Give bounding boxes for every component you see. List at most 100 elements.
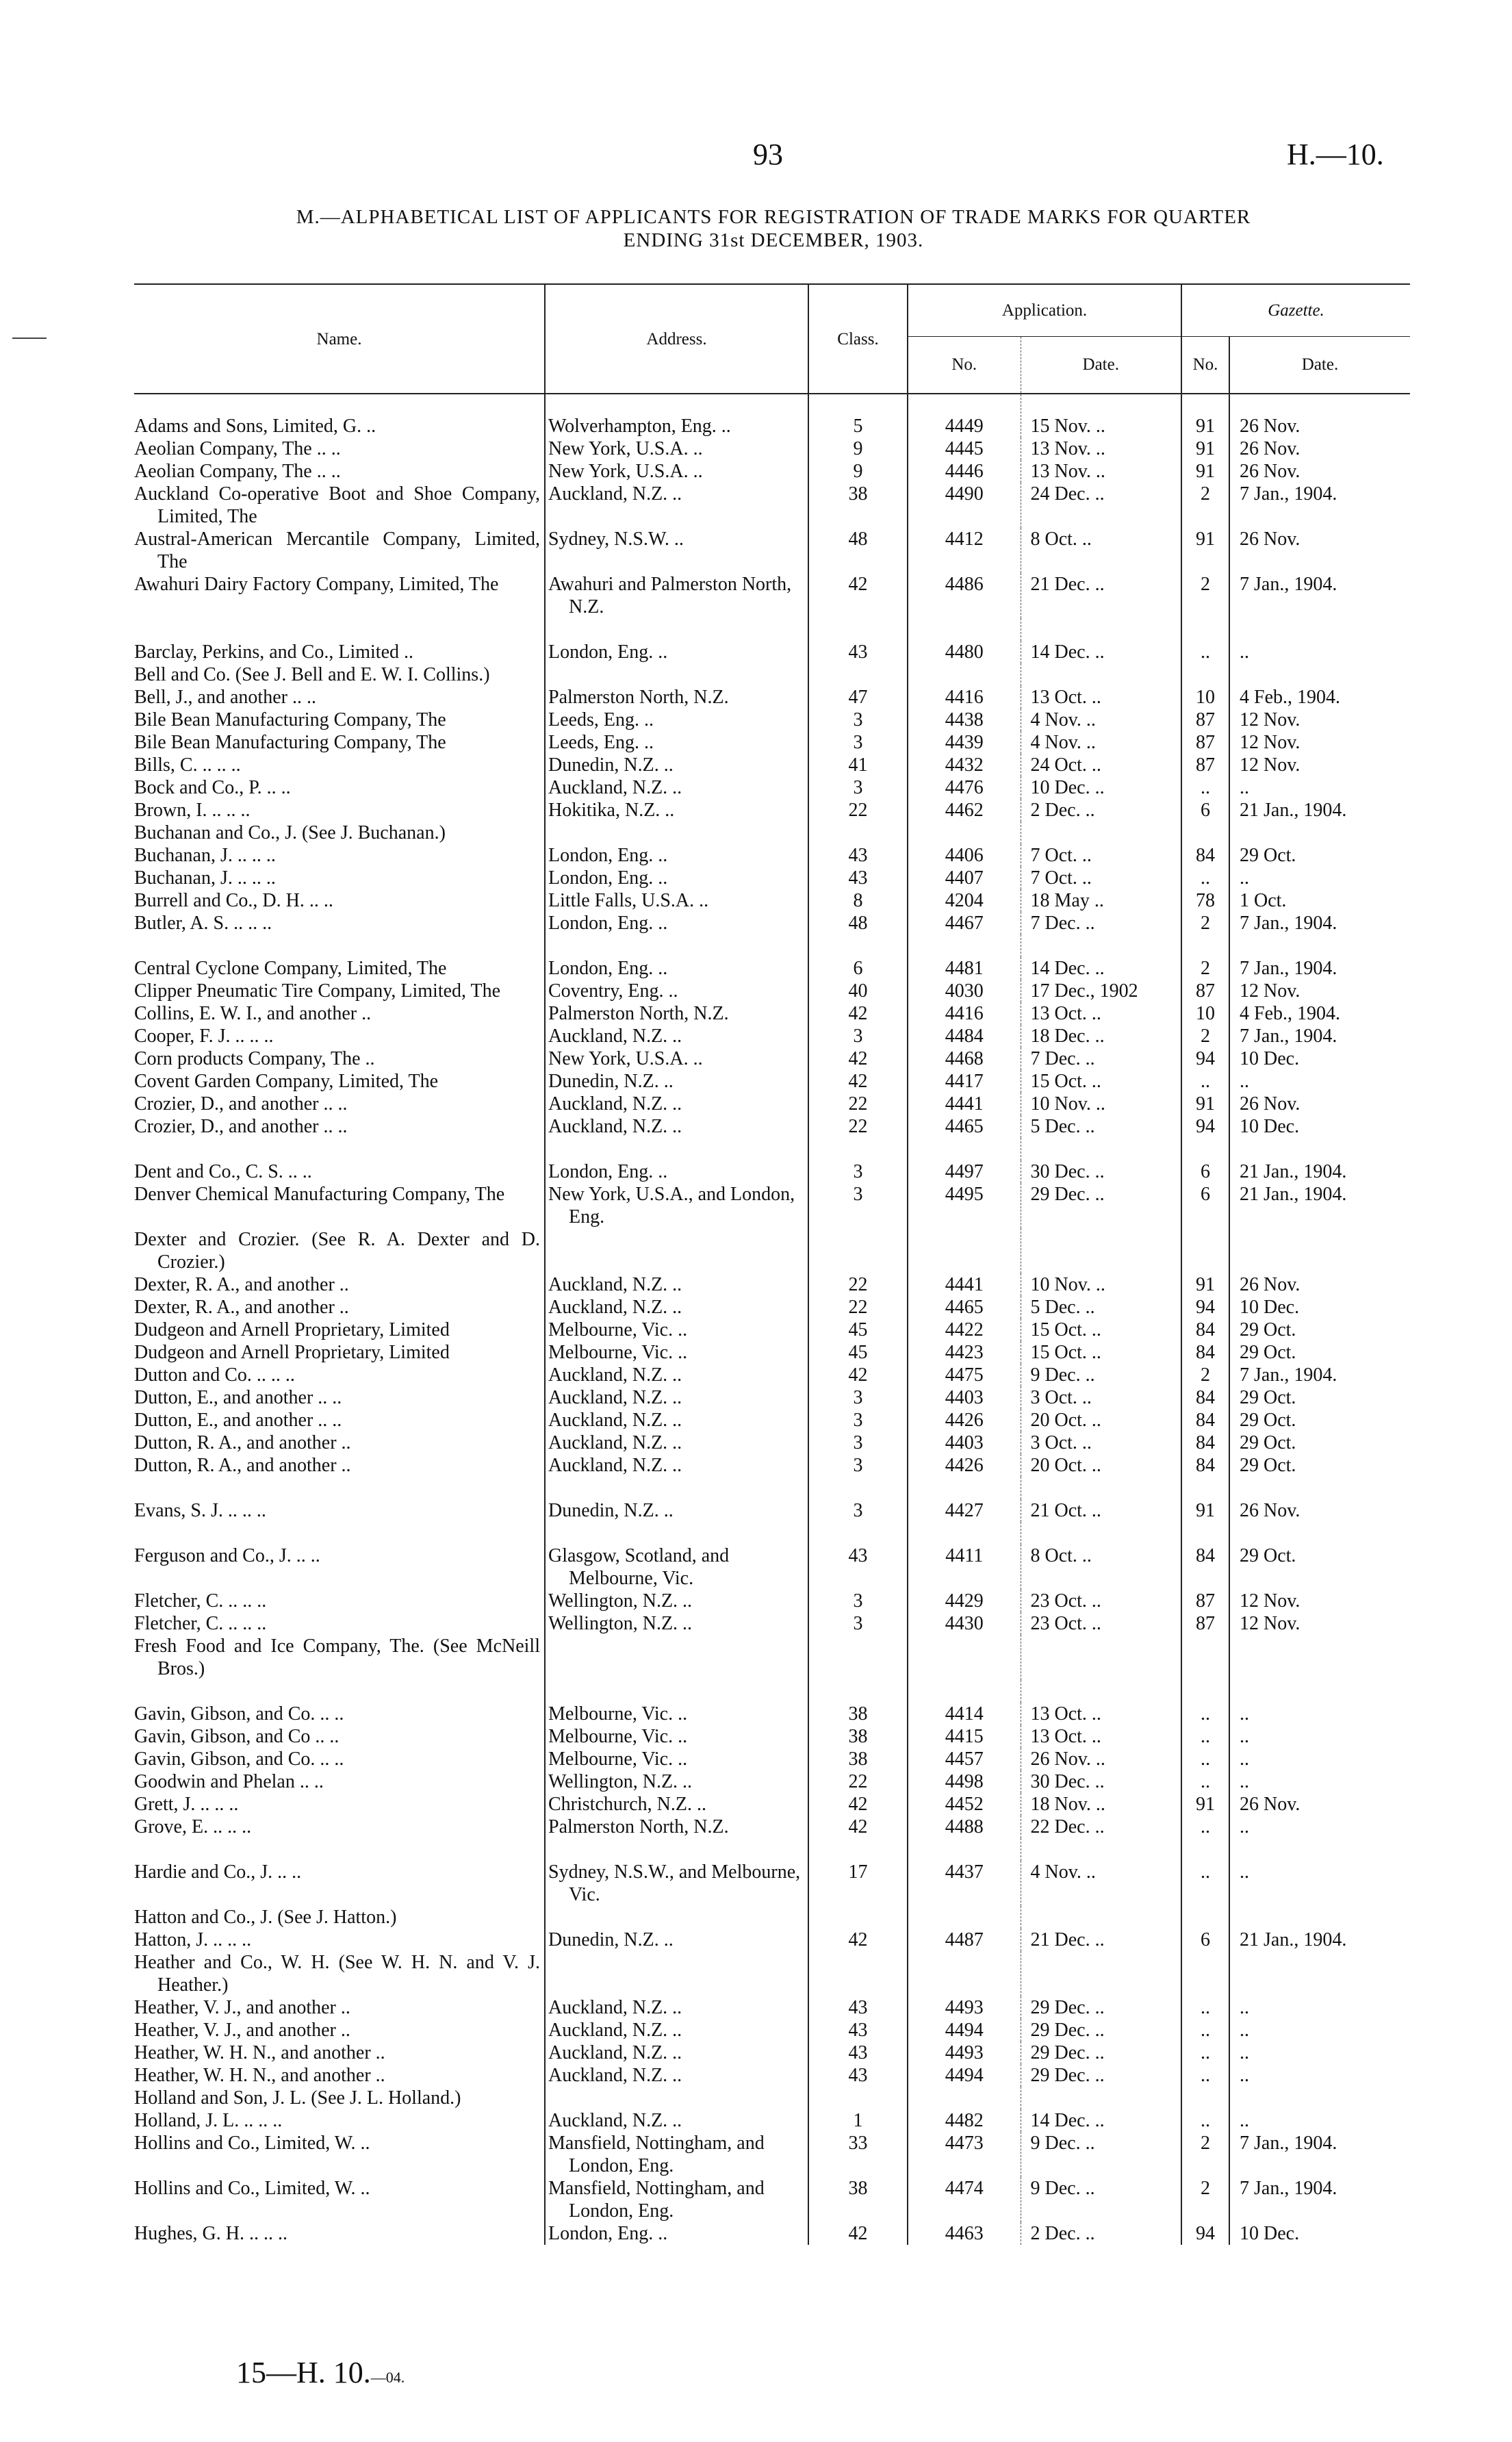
cell-class: 42 [808,2222,908,2245]
spacer-cell [1229,1680,1410,1703]
table-row: Heather, W. H. N., and another .. Aucklan… [134,2064,1410,2087]
cell-gaz-date: .. [1229,1996,1410,2019]
cell-app-date: 3 Oct. .. [1020,1432,1181,1454]
cell-gaz-date [1229,1906,1410,1929]
spacer-cell [907,1138,1021,1160]
cell-app-date: 18 Nov. .. [1020,1793,1181,1816]
cell-app-no: 4416 [907,1002,1021,1025]
title-line-2: ENDING 31st DECEMBER, 1903. [623,229,924,251]
cell-gaz-no: 10 [1181,686,1229,709]
cell-gaz-no: 6 [1181,1929,1229,1951]
cell-app-date: 21 Oct. .. [1020,1499,1181,1522]
cell-address: Wellington, N.Z. .. [544,1770,808,1793]
cell-address: Auckland, N.Z. .. [544,483,808,528]
cell-app-date: 7 Oct. .. [1020,844,1181,867]
cell-gaz-date: .. [1229,867,1410,889]
table-row: Covent Garden Company, Limited, The Duned… [134,1070,1410,1093]
table-row: Grove, E. .. .. .. Palmerston North, N.Z.… [134,1816,1410,1838]
cell-app-date: 18 May .. [1020,889,1181,912]
cell-class: 42 [808,1070,908,1093]
cell-name: Austral-American Mercantile Company, Lim… [134,529,540,572]
spacer-cell [1020,1838,1181,1861]
cell-class: 22 [808,1296,908,1319]
table-row: Heather, W. H. N., and another .. Aucklan… [134,2042,1410,2064]
cell-app-date: 7 Oct. .. [1020,867,1181,889]
cell-address: Auckland, N.Z. .. [544,2064,808,2087]
cell-gaz-no: .. [1181,1748,1229,1770]
spacer-cell [544,1522,808,1544]
applicants-table: Name. Address. Class. Application. Gazet… [134,283,1410,2245]
cell-class: 42 [808,1047,908,1070]
cell-class: 43 [808,2064,908,2087]
cell-gaz-no [1181,1635,1229,1680]
cell-app-date: 4 Nov. .. [1020,731,1181,754]
cell-address: Glasgow, Scotland, and Melbourne, Vic. [544,1544,808,1590]
cell-app-date: 13 Nov. .. [1020,437,1181,460]
cell-class: 3 [808,1409,908,1432]
table-row: Fletcher, C. .. .. .. Wellington, N.Z. ..… [134,1590,1410,1612]
cell-gaz-no [1181,663,1229,686]
cell-gaz-no [1181,822,1229,844]
table-row: Evans, S. J. .. .. .. Dunedin, N.Z. .. 3 44… [134,1499,1410,1522]
cell-name: Bell, J., and another .. .. [134,687,316,708]
cell-name: Grett, J. .. .. .. [134,1794,239,1815]
table-row: Corn products Company, The .. New York, U… [134,1047,1410,1070]
cell-app-date: 23 Oct. .. [1020,1612,1181,1635]
cell-address: New York, U.S.A. .. [544,437,808,460]
cell-gaz-no: 87 [1181,754,1229,776]
cell-name: Gavin, Gibson, and Co. .. .. [134,1748,344,1770]
cell-address: Auckland, N.Z. .. [544,1093,808,1115]
cell-app-no: 4416 [907,686,1021,709]
cell-gaz-no: 10 [1181,1002,1229,1025]
cell-address: Little Falls, U.S.A. .. [544,889,808,912]
cell-class: 3 [808,1183,908,1228]
cell-app-no: 4497 [907,1160,1021,1183]
cell-address [544,2087,808,2109]
table-row: Aeolian Company, The .. .. New York, U.S.… [134,437,1410,460]
cell-class: 42 [808,1002,908,1025]
cell-name: Buchanan and Co., J. (See J. Buchanan.) [134,822,446,843]
cell-class: 9 [808,460,908,483]
spacer-cell [1181,1838,1229,1861]
spacer-cell [808,1477,908,1499]
group-spacer [134,1680,1410,1703]
table-row: Buchanan, J. .. .. .. London, Eng. .. 43 44… [134,867,1410,889]
cell-app-date: 24 Oct. .. [1020,754,1181,776]
cell-name: Hardie and Co., J. .. .. [134,1861,302,1883]
cell-app-date: 5 Dec. .. [1020,1296,1181,1319]
cell-class: 43 [808,1544,908,1590]
cell-address: Dunedin, N.Z. .. [544,1070,808,1093]
cell-address: London, Eng. .. [544,2222,808,2245]
cell-app-no: 4467 [907,912,1021,934]
cell-address: Auckland, N.Z. .. [544,1409,808,1432]
cell-gaz-no: 84 [1181,844,1229,867]
cell-app-date: 23 Oct. .. [1020,1590,1181,1612]
table-row: Burrell and Co., D. H. .. .. Little Falls… [134,889,1410,912]
cell-app-no: 4403 [907,1432,1021,1454]
cell-address: Melbourne, Vic. .. [544,1748,808,1770]
cell-app-no: 4495 [907,1183,1021,1228]
cell-gaz-date: 7 Jan., 1904. [1229,483,1410,528]
cell-app-date [1020,822,1181,844]
table-row: Clipper Pneumatic Tire Company, Limited,… [134,980,1410,1002]
col-app-no-header: No. [907,335,1021,394]
cell-address: Palmerston North, N.Z. [544,1002,808,1025]
cell-name: Heather, V. J., and another .. [134,2020,350,2041]
cell-class: 5 [808,394,908,437]
cell-app-no: 4457 [907,1748,1021,1770]
cell-app-date [1020,1951,1181,1996]
cell-gaz-date: .. [1229,2064,1410,2087]
margin-mark [12,338,47,339]
cell-address [544,1906,808,1929]
cell-gaz-date: 26 Nov. [1229,1793,1410,1816]
cell-name: Fletcher, C. .. .. .. [134,1613,267,1634]
cell-gaz-date: 12 Nov. [1229,731,1410,754]
cell-address: Auckland, N.Z. .. [544,1454,808,1477]
table-row: Bills, C. .. .. .. Dunedin, N.Z. .. 41 4432… [134,754,1410,776]
cell-app-date: 13 Oct. .. [1020,686,1181,709]
col-gaz-no-header: No. [1181,335,1229,394]
cell-class: 22 [808,1115,908,1138]
cell-name: Auckland Co-operative Boot and Shoe Comp… [134,483,540,527]
cell-gaz-no: .. [1181,641,1229,663]
table-row: Gavin, Gibson, and Co. .. .. Melbourne, V… [134,1703,1410,1725]
